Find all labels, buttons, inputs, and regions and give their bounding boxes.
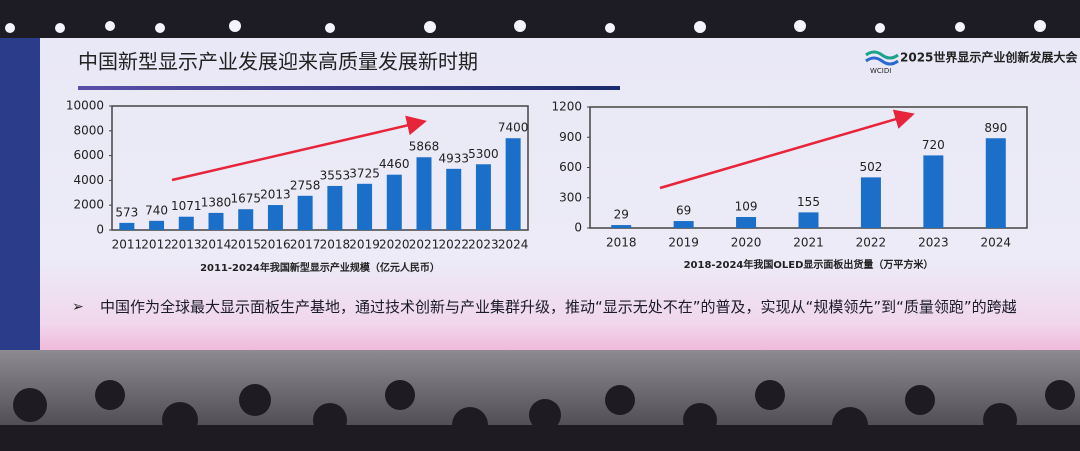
y-tick-label: 6000: [73, 148, 104, 162]
y-tick-label: 300: [559, 190, 582, 204]
bar: [208, 212, 224, 230]
bullet-mark: ➢: [72, 299, 84, 315]
bar: [178, 216, 194, 230]
value-label: 1675: [230, 192, 261, 206]
value-label: 155: [797, 195, 820, 209]
value-label: 1071: [171, 199, 202, 213]
title-rule: [78, 86, 620, 90]
value-label: 4460: [379, 157, 410, 171]
y-tick-label: 2000: [73, 198, 104, 212]
value-label: 3553: [320, 168, 351, 182]
bar: [505, 138, 521, 230]
y-tick-label: 900: [559, 130, 582, 144]
logo-mark: [865, 56, 899, 66]
bar: [119, 222, 135, 230]
x-tick-label: 2019: [349, 238, 380, 252]
x-tick-label: 2022: [856, 236, 887, 250]
audience: [0, 380, 1080, 451]
x-tick-label: 2018: [320, 238, 351, 252]
bar: [736, 217, 757, 228]
bar: [673, 221, 694, 228]
bar: [446, 168, 462, 230]
x-tick-label: 2021: [793, 236, 824, 250]
logo-abbr: WCIDI: [870, 67, 891, 75]
value-label: 890: [984, 121, 1007, 135]
logo-mark: [865, 50, 899, 60]
plot-frame: [111, 105, 529, 231]
x-tick-label: 2021: [409, 238, 440, 252]
x-tick-label: 2012: [141, 238, 172, 252]
value-label: 7400: [498, 121, 529, 135]
trend-arrow: [171, 115, 427, 182]
bar: [416, 157, 432, 230]
slide-title: 中国新型显示产业发展迎来高质量发展新时期: [78, 50, 478, 74]
value-label: 69: [676, 204, 691, 218]
x-tick-label: 2024: [981, 236, 1012, 250]
bar: [985, 138, 1006, 228]
logo-text: 2025世界显示产业创新发展大会: [900, 50, 1078, 65]
side-screen: [0, 38, 40, 358]
y-tick-label: 0: [96, 223, 104, 237]
value-label: 1380: [201, 195, 232, 209]
value-label: 4933: [438, 151, 469, 165]
y-tick-label: 0: [574, 221, 582, 235]
value-label: 502: [859, 160, 882, 174]
bar: [149, 220, 165, 230]
logo: 2025世界显示产业创新发展大会 WCIDI: [865, 50, 1078, 75]
value-label: 573: [115, 205, 138, 219]
bullet-box: 中国作为全球最大显示面板生产基地，通过技术创新与产业集群升级，推动“显示无处不在…: [100, 298, 1017, 316]
x-tick-label: 2022: [438, 238, 469, 252]
x-tick-label: 2024: [498, 238, 529, 252]
x-tick-label: 2013: [171, 238, 202, 252]
value-label: 109: [735, 200, 758, 214]
bar: [297, 195, 313, 230]
y-tick-label: 1200: [551, 100, 582, 114]
value-label: 2013: [260, 188, 291, 202]
bar: [923, 155, 944, 228]
value-label: 5868: [409, 140, 440, 154]
y-tick-label: 4000: [73, 173, 104, 187]
chart-caption: 2011-2024年我国新型显示产业规模（亿元人民币）: [200, 261, 440, 274]
value-label: 3725: [349, 166, 380, 180]
value-label: 2758: [290, 178, 321, 192]
x-tick-label: 2020: [379, 238, 410, 252]
x-tick-label: 2023: [918, 236, 949, 250]
value-label: 5300: [468, 147, 499, 161]
x-tick-label: 2018: [606, 236, 637, 250]
bar: [357, 183, 373, 230]
x-tick-label: 2017: [290, 238, 321, 252]
x-tick-label: 2011: [112, 238, 143, 252]
bar: [798, 212, 819, 228]
value-label: 740: [145, 203, 168, 217]
slide: [40, 38, 1080, 356]
chart: 0 300 600 900 1200 29 2018 69 2019 109 2020 155 2021…: [551, 100, 1028, 271]
value-label: 720: [922, 138, 945, 152]
x-tick-label: 2023: [468, 238, 499, 252]
chart-caption: 2018-2024年我国OLED显示面板出货量（万平方米）: [684, 258, 934, 271]
value-label: 29: [614, 208, 629, 222]
bar: [860, 177, 881, 228]
y-tick-label: 8000: [73, 123, 104, 137]
bar: [386, 174, 402, 230]
chart: 0 2000 4000 6000 8000 10000 573 2011 740 2012 1071…: [66, 99, 529, 274]
x-tick-label: 2019: [668, 236, 699, 250]
x-tick-label: 2020: [731, 236, 762, 250]
bar: [267, 205, 283, 230]
bar: [327, 185, 343, 230]
bar: [475, 164, 491, 230]
bullet-text: 中国作为全球最大显示面板生产基地，通过技术创新与产业集群升级，推动“显示无处不在…: [100, 298, 1017, 316]
ceiling: [0, 0, 1080, 40]
y-tick-label: 10000: [66, 99, 104, 113]
bar: [611, 225, 632, 228]
x-tick-label: 2016: [260, 238, 291, 252]
bar: [238, 209, 254, 230]
x-tick-label: 2015: [230, 238, 261, 252]
trend-arrow: [659, 109, 915, 190]
y-tick-label: 600: [559, 160, 582, 174]
stage-lights: [5, 20, 1046, 33]
x-tick-label: 2014: [201, 238, 232, 252]
